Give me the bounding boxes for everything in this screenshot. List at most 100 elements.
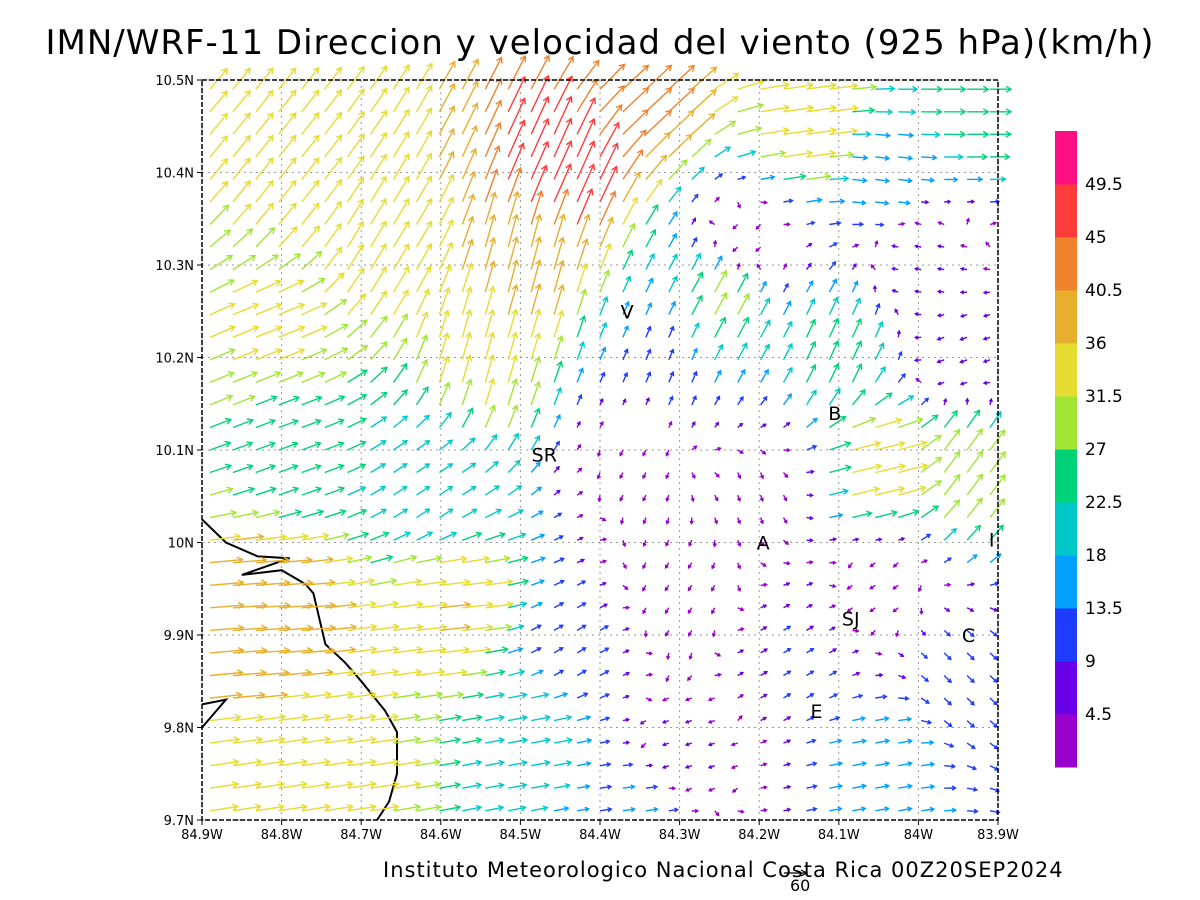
wind-arrow <box>576 558 586 564</box>
wind-arrow-shaft <box>553 414 561 428</box>
wind-arrow-shaft <box>209 671 243 677</box>
wind-arrow <box>553 334 564 361</box>
wind-arrow-head <box>762 562 767 567</box>
wind-arrow-head <box>715 473 720 478</box>
wind-arrow-head <box>498 737 506 744</box>
wind-arrow <box>209 803 240 812</box>
wind-arrow-head <box>929 177 936 183</box>
wind-arrow-head <box>664 564 669 569</box>
wind-arrow-head <box>832 537 838 542</box>
wind-arrow <box>209 135 229 158</box>
wind-arrow <box>622 129 647 158</box>
wind-arrow-head <box>341 347 349 354</box>
wind-arrow-head <box>715 812 720 817</box>
wind-arrow <box>870 264 876 271</box>
wind-arrow-head <box>536 647 542 652</box>
wind-arrow <box>461 170 477 203</box>
wind-arrow <box>347 133 365 158</box>
wind-arrow-shaft <box>232 180 251 203</box>
wind-arrow-head <box>973 808 979 814</box>
wind-arrow-shaft <box>347 155 365 180</box>
wind-arrow <box>665 630 670 637</box>
wind-arrow-shaft <box>439 508 453 519</box>
wind-arrow-head <box>581 262 589 270</box>
wind-arrow-head <box>619 452 624 457</box>
coastline-layer <box>201 518 398 821</box>
wind-arrow <box>462 759 483 767</box>
wind-arrow <box>553 413 561 428</box>
wind-arrow-shaft <box>301 738 330 744</box>
wind-arrow-head <box>970 678 975 684</box>
wind-arrow <box>966 675 975 684</box>
wind-arrow <box>875 132 892 139</box>
wind-arrow <box>684 697 693 702</box>
wind-arrow-shaft <box>209 204 229 225</box>
wind-arrow-head <box>1005 85 1013 93</box>
wind-arrow-shaft <box>576 394 582 406</box>
wind-arrow-head <box>799 173 807 181</box>
wind-arrow <box>278 486 300 496</box>
wind-arrow-shaft <box>760 176 775 181</box>
wind-arrow-shaft <box>461 103 478 135</box>
wind-arrow-shaft <box>209 627 244 632</box>
wind-arrow-head <box>221 90 229 98</box>
wind-arrow <box>301 348 328 361</box>
wind-arrow-head <box>959 381 965 386</box>
wind-arrow-shaft <box>209 158 228 180</box>
wind-arrow <box>370 600 400 609</box>
wind-arrow-shaft <box>232 112 251 135</box>
wind-arrow <box>920 697 930 704</box>
wind-arrow-shaft <box>806 739 816 744</box>
wind-arrow <box>347 344 369 361</box>
wind-arrow <box>783 222 791 227</box>
wind-arrow-head <box>645 396 650 402</box>
wind-arrow-shaft <box>301 251 322 271</box>
wind-arrow <box>714 120 737 135</box>
wind-arrow <box>736 262 741 270</box>
wind-arrow-head <box>831 278 838 284</box>
wind-arrow-shaft <box>507 98 526 135</box>
wind-arrow-head <box>380 416 388 423</box>
wind-arrow-head <box>292 486 300 494</box>
wind-arrow-head <box>762 604 768 609</box>
wind-arrow-shaft <box>438 242 453 270</box>
coastline <box>201 518 398 821</box>
wind-arrow-shaft <box>530 461 541 473</box>
wind-arrow <box>783 82 815 90</box>
wind-arrow-head <box>475 759 483 767</box>
wind-arrow-head <box>369 758 377 766</box>
wind-arrow <box>347 735 377 744</box>
wind-arrow <box>711 584 716 592</box>
wind-arrow-head <box>922 631 927 636</box>
wind-arrow-head <box>506 601 515 609</box>
wind-arrow-head <box>484 646 492 654</box>
wind-arrow-head <box>512 213 520 221</box>
wind-arrow-shaft <box>232 157 251 180</box>
wind-arrow <box>301 225 321 248</box>
wind-arrow-head <box>898 440 906 448</box>
wind-arrow-shaft <box>370 198 387 225</box>
wind-arrow-head <box>581 580 587 585</box>
wind-arrow <box>897 395 915 406</box>
wind-arrow-head <box>851 82 859 90</box>
wind-arrow-shaft <box>920 456 942 474</box>
wind-arrow-shaft <box>530 670 543 677</box>
wind-arrow <box>892 562 899 568</box>
wind-arrow-head <box>630 784 636 790</box>
wind-arrow-head <box>425 152 433 160</box>
wind-arrow <box>507 236 520 270</box>
wind-arrow-shaft <box>415 63 433 90</box>
wind-arrow-head <box>872 284 878 290</box>
wind-arrow <box>209 279 236 293</box>
wind-arrow-head <box>837 783 844 790</box>
wind-arrow-head <box>471 124 478 133</box>
wind-arrow-shaft <box>393 556 417 564</box>
wind-arrow <box>416 803 442 812</box>
wind-arrow-shaft <box>255 135 274 158</box>
wind-arrow <box>852 463 883 474</box>
wind-arrow-head <box>445 411 452 419</box>
wind-arrow <box>301 532 330 541</box>
wind-arrow-head <box>519 669 526 676</box>
wind-arrow <box>944 582 952 588</box>
wind-arrow-head <box>884 716 890 722</box>
